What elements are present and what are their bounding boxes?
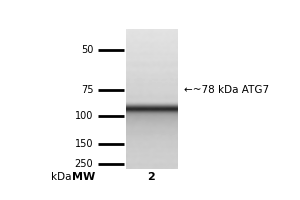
Text: 75: 75 [81,85,93,95]
Text: kDa: kDa [50,172,71,182]
Text: 150: 150 [75,139,93,149]
Text: MW: MW [72,172,96,182]
Text: 50: 50 [81,45,93,55]
Text: 100: 100 [75,111,93,121]
Text: 250: 250 [75,159,93,169]
Text: ←~78 kDa ATG7: ←~78 kDa ATG7 [184,85,269,95]
Text: 2: 2 [148,172,155,182]
